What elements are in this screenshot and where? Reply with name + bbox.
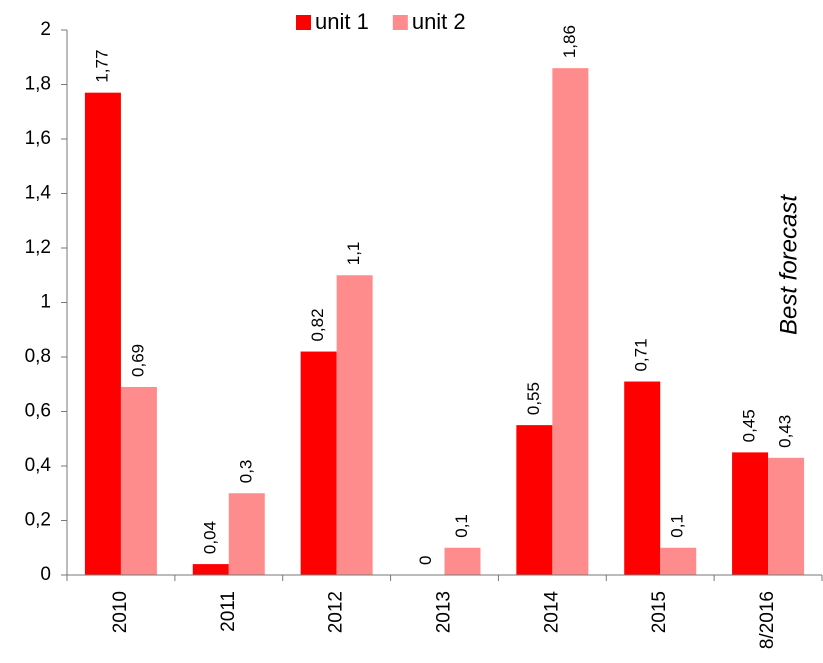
value-label: 0,04: [200, 521, 219, 554]
x-tick-label: 2014: [541, 591, 562, 634]
bar: [552, 68, 589, 576]
value-label: 0,43: [776, 415, 795, 448]
y-tick-label: 1,8: [25, 74, 51, 95]
value-label: 0,1: [668, 514, 687, 538]
value-label: 0,69: [128, 344, 147, 377]
x-tick-label: 2011: [218, 591, 239, 632]
value-label: 1,86: [560, 25, 579, 58]
x-tick-label: 2012: [326, 591, 347, 633]
value-label: 0,45: [740, 409, 759, 442]
annotation: Best forecast: [775, 194, 802, 335]
y-tick-label: 2: [40, 19, 51, 40]
y-tick-label: 1,2: [25, 237, 51, 258]
y-tick-label: 0,8: [25, 346, 51, 367]
x-tick-label: 8/2016: [757, 591, 778, 649]
bar: [120, 386, 157, 575]
y-tick-label: 0: [40, 564, 51, 585]
value-label: 0,71: [632, 338, 651, 371]
bar: [300, 351, 337, 575]
bar: [660, 547, 697, 575]
legend-swatch: [392, 15, 408, 30]
y-tick-label: 0,6: [25, 401, 51, 422]
value-label: 0,1: [452, 514, 471, 538]
legend-label: unit 2: [412, 9, 466, 34]
y-tick-label: 1,6: [25, 128, 51, 149]
legend-swatch: [296, 15, 311, 30]
bar: [84, 92, 121, 576]
y-tick-label: 0,2: [25, 510, 51, 531]
y-tick-label: 0,4: [25, 455, 52, 476]
y-tick-label: 1,4: [25, 183, 52, 204]
value-label: 0: [416, 556, 435, 565]
bar: [516, 425, 553, 575]
bar: [624, 381, 661, 575]
legend-label: unit 1: [315, 9, 369, 34]
value-label: 0,55: [524, 382, 543, 415]
x-tick-label: 2010: [110, 591, 131, 633]
value-label: 1,1: [344, 242, 363, 266]
value-label: 0,3: [236, 460, 255, 484]
value-label: 0,82: [308, 308, 327, 341]
y-tick-label: 1: [40, 292, 51, 313]
bar: [228, 493, 265, 575]
x-tick-label: 2015: [649, 591, 670, 633]
value-label: 1,77: [92, 50, 111, 83]
bar: [336, 275, 373, 575]
bar: [192, 564, 229, 575]
x-tick-label: 2013: [434, 591, 455, 633]
bar: [768, 457, 805, 575]
bar: [732, 452, 769, 575]
bar: [444, 547, 481, 575]
